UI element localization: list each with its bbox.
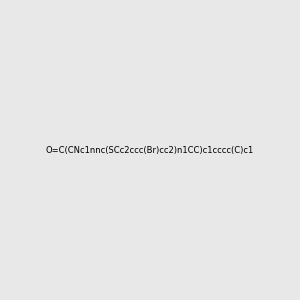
- Text: O=C(CNc1nnc(SCc2ccc(Br)cc2)n1CC)c1cccc(C)c1: O=C(CNc1nnc(SCc2ccc(Br)cc2)n1CC)c1cccc(C…: [46, 146, 254, 154]
